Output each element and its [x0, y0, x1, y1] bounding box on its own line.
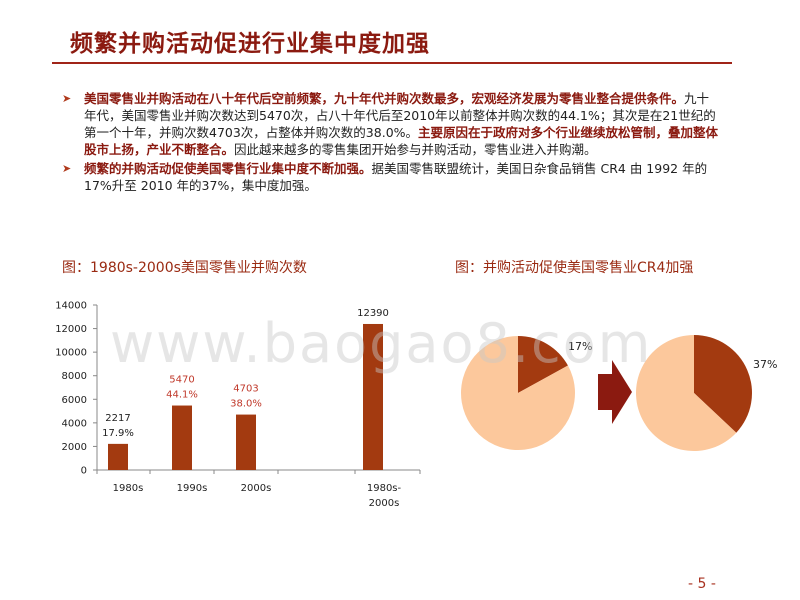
pie-slice-others	[460, 336, 575, 450]
bullet-1-part-4: 因此越来越多的零售集团开始参与并购活动，零售业进入并购潮。	[234, 142, 597, 157]
page-title: 频繁并购活动促进行业集中度加强	[70, 31, 430, 57]
y-tick-label: 6000	[62, 395, 87, 406]
x-tick-label: 2000s	[241, 483, 272, 494]
bar-data-label: 12390	[357, 308, 389, 319]
bar-data-label: 5470	[169, 375, 194, 386]
y-tick-label: 2000	[62, 442, 87, 453]
right-arrow-icon	[598, 360, 632, 424]
y-tick-label: 8000	[62, 371, 87, 382]
bar-2000s	[236, 414, 256, 470]
page-number: - 5 -	[688, 576, 716, 592]
pie-slice-cr4	[518, 336, 568, 393]
bullet-1-part-3: 主要原因在于政府对多个行业继续放松管制，叠加整体股市上扬，产业不断整合。	[84, 125, 719, 157]
bullet-1-part-2: 九十年代，美国零售业并购次数达到5470次，占八十年代后至2010年以前整体并购…	[84, 91, 716, 140]
pie-chart-2010: 37%	[635, 335, 777, 451]
bar-1980s-2000s	[363, 323, 383, 470]
x-tick-label: 1990s	[177, 483, 208, 494]
x-tick-label: 1980s-	[367, 483, 402, 494]
pie-slice-others	[635, 335, 737, 451]
pie-slice-cr4	[694, 335, 752, 433]
bar-data-label: 2217	[105, 413, 130, 424]
bar-1980s	[108, 443, 128, 470]
bar-data-label: 4703	[233, 384, 258, 395]
bar-chart: 0 2000 4000 6000 8000 10000 12000 14000 2217 17.9…	[55, 301, 421, 509]
y-tick-label: 4000	[62, 418, 87, 429]
arrow-bullet-icon: ➤	[62, 92, 72, 105]
bullet-2-part-1: 频繁的并购活动促使美国零售行业集中度不断加强。	[84, 161, 372, 176]
bullet-list: ➤ 美国零售业并购活动在八十年代后空前频繁，九十年代并购次数最多，宏观经济发展为…	[60, 90, 720, 196]
transition-arrow	[598, 360, 632, 424]
right-chart-caption: 图：并购活动促使美国零售业CR4加强	[455, 260, 694, 276]
x-tick-label: 1980s	[113, 483, 144, 494]
bar-data-label: 38.0%	[230, 399, 262, 410]
y-tick-label: 0	[81, 466, 87, 477]
bullet-2-part-2: 据美国零售联盟统计，美国日杂食品销售 CR4 由 1992 年的 17%升至 2…	[84, 161, 708, 193]
bar-1990s	[172, 405, 192, 470]
arrow-bullet-icon: ➤	[62, 162, 72, 175]
bar-data-label: 17.9%	[102, 428, 134, 439]
x-tick-label: 2000s	[369, 498, 400, 509]
bullet-1-part-1: 美国零售业并购活动在八十年代后空前频繁，九十年代并购次数最多，宏观经济发展为零售…	[84, 91, 685, 106]
left-chart-caption: 图：1980s-2000s美国零售业并购次数	[62, 260, 307, 276]
y-tick-label: 14000	[55, 301, 87, 312]
pie-data-label: 37%	[753, 358, 777, 371]
bullet-2: ➤ 频繁的并购活动促使美国零售行业集中度不断加强。据美国零售联盟统计，美国日杂食…	[60, 160, 720, 194]
y-tick-label: 12000	[55, 324, 87, 335]
bullet-1: ➤ 美国零售业并购活动在八十年代后空前频繁，九十年代并购次数最多，宏观经济发展为…	[60, 90, 720, 158]
y-tick-label: 10000	[55, 348, 87, 359]
bar-data-label: 44.1%	[166, 390, 198, 401]
title-divider	[52, 62, 732, 64]
pie-data-label: 17%	[568, 340, 592, 353]
pie-chart-1992: 17%	[460, 336, 592, 450]
